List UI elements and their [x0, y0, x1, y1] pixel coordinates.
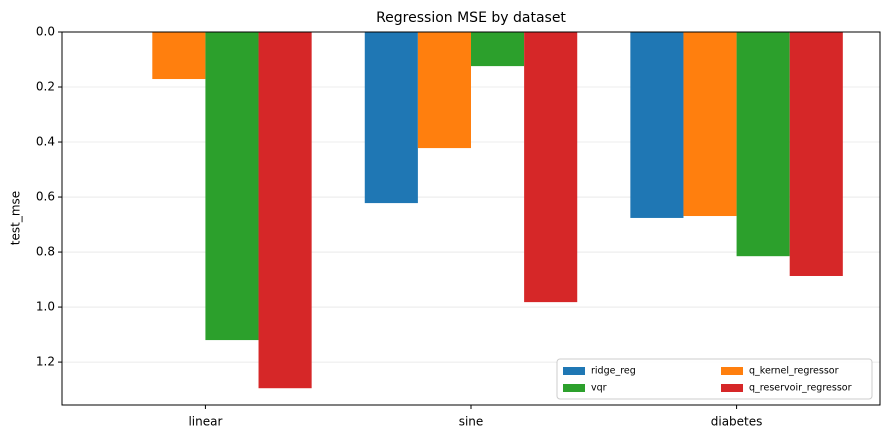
bar: [630, 32, 684, 218]
legend-swatch: [563, 367, 585, 375]
x-tick-label: diabetes: [711, 415, 763, 429]
legend-frame: [556, 358, 873, 400]
bar: [789, 32, 843, 276]
bar: [364, 32, 418, 204]
legend-swatch: [563, 384, 585, 392]
bar: [524, 32, 578, 303]
bar: [736, 32, 790, 257]
y-tick-label: 0.6: [36, 190, 55, 204]
y-tick-label: 0.4: [36, 135, 55, 149]
y-tick-label: 1.0: [36, 300, 55, 314]
bar: [417, 32, 471, 149]
legend-swatch: [721, 367, 743, 375]
x-tick-label: linear: [188, 415, 222, 429]
legend-swatch: [721, 384, 743, 392]
chart-title: Regression MSE by dataset: [376, 10, 566, 26]
legend-label: q_reservoir_regressor: [749, 383, 852, 394]
legend-label: q_kernel_regressor: [749, 366, 839, 377]
y-axis-label: test_mse: [9, 191, 23, 245]
legend-label: ridge_reg: [591, 366, 636, 377]
x-tick-label: sine: [459, 415, 484, 429]
bar: [258, 32, 312, 389]
y-tick-label: 0.2: [36, 80, 55, 94]
y-tick-label: 0.8: [36, 245, 55, 259]
y-tick-label: 0.0: [36, 25, 55, 39]
bar: [205, 32, 259, 341]
y-tick-label: 1.2: [36, 355, 55, 369]
plot-frame: [61, 31, 881, 406]
bar: [471, 32, 525, 67]
legend-label: vqr: [591, 383, 607, 394]
bar: [683, 32, 737, 217]
bar: [152, 32, 206, 80]
